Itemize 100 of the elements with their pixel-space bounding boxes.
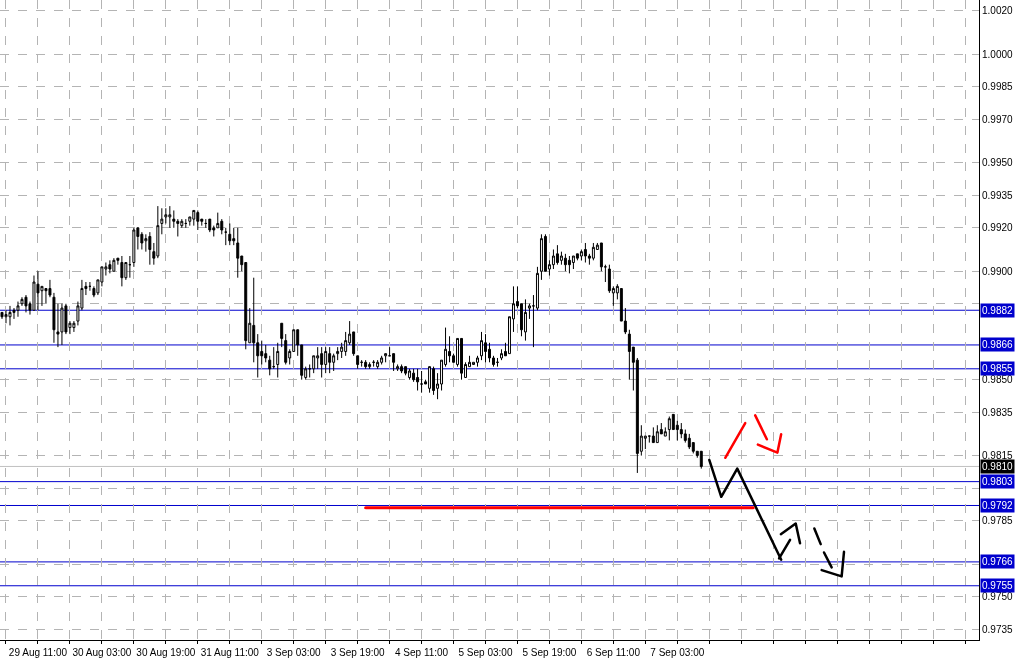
x-tick-label: 30 Aug 19:00	[136, 647, 196, 658]
candlestick	[567, 255, 571, 274]
candlestick	[160, 207, 164, 235]
candlestick	[591, 242, 595, 261]
candlestick	[108, 259, 112, 274]
candlestick	[655, 424, 659, 444]
candlestick	[404, 366, 408, 376]
candlestick	[368, 361, 372, 370]
candlestick	[232, 227, 236, 246]
candlestick	[8, 305, 12, 326]
y-tick-label: 0.9835	[982, 406, 1014, 418]
ref-line-label: 0.9810	[982, 461, 1014, 472]
candlestick	[148, 231, 152, 266]
candlestick	[687, 433, 691, 450]
ref-line-label: 0.9766	[982, 556, 1014, 567]
candlestick	[336, 346, 340, 361]
candlestick	[667, 416, 671, 441]
candlestick	[60, 303, 64, 346]
candlestick	[663, 426, 667, 437]
y-tick-label: 1.0020	[982, 5, 1014, 17]
x-tick-label: 30 Aug 03:00	[72, 647, 132, 658]
y-tick-label: 0.9970	[982, 113, 1014, 125]
y-tick-label: 1.0000	[982, 48, 1014, 60]
x-tick-label: 3 Sep 03:00	[266, 647, 322, 658]
candlestick	[192, 209, 196, 227]
candlestick	[400, 363, 404, 374]
candlestick	[0, 311, 4, 320]
candlestick	[539, 233, 543, 281]
candlestick	[408, 368, 412, 381]
candlestick	[164, 207, 168, 224]
candlestick	[523, 298, 527, 342]
candlestick	[376, 359, 380, 370]
x-tick-label: 7 Sep 03:00	[650, 647, 705, 658]
candlestick	[236, 227, 240, 279]
candlestick	[276, 342, 280, 378]
candlestick	[168, 205, 172, 229]
candlestick	[679, 422, 683, 439]
ref-line-label: 0.9755	[982, 580, 1014, 591]
candlestick	[420, 370, 424, 394]
candlestick	[4, 309, 8, 324]
candlestick	[284, 333, 288, 365]
candlestick	[484, 333, 487, 363]
candlestick	[196, 209, 200, 231]
x-tick-label: 6 Sep 11:00	[586, 647, 641, 658]
y-tick-label: 0.9935	[982, 189, 1014, 201]
ref-line-label: 0.9866	[982, 339, 1014, 350]
candlestick	[120, 255, 124, 287]
candlestick	[583, 242, 587, 264]
candlestick	[364, 359, 368, 370]
candlestick	[432, 366, 436, 396]
candlestick	[531, 294, 535, 348]
candlestick	[268, 355, 272, 376]
y-tick-label: 0.9735	[982, 623, 1014, 635]
candlestick	[24, 294, 28, 313]
candlestick	[416, 368, 420, 392]
ref-line-label: 0.9855	[982, 363, 1014, 374]
ref-line-label: 0.9792	[982, 500, 1014, 511]
candlestick	[324, 346, 328, 374]
candlestick	[112, 257, 116, 272]
candlestick	[356, 355, 360, 370]
candlestick	[380, 355, 384, 365]
candlestick	[280, 322, 284, 348]
x-tick-label: 31 Aug 11:00	[200, 647, 260, 658]
candlestick	[32, 275, 36, 311]
x-tick-label: 5 Sep 19:00	[522, 647, 577, 658]
y-tick-label: 0.9815	[982, 450, 1014, 462]
candlestick	[460, 337, 464, 381]
candlestick	[328, 346, 332, 374]
y-tick-label: 0.9785	[982, 515, 1014, 527]
x-tick-label: 3 Sep 19:00	[330, 647, 386, 658]
y-tick-label: 0.9920	[982, 222, 1014, 234]
x-tick-label: 4 Sep 11:00	[394, 647, 449, 658]
ref-line-label: 0.9803	[982, 476, 1014, 487]
y-tick-label: 0.9750	[982, 591, 1014, 603]
candlestick	[272, 346, 276, 370]
candlestick	[555, 244, 559, 266]
candlestick	[571, 255, 575, 270]
candlestick	[320, 346, 324, 378]
y-tick-label: 0.9900	[982, 265, 1014, 277]
candlestick	[480, 331, 483, 361]
candlestick	[396, 363, 400, 372]
candlestick	[651, 426, 655, 444]
candlestick	[140, 231, 144, 250]
ref-line-label: 0.9882	[982, 305, 1014, 316]
candlestick	[264, 344, 268, 363]
candlestick	[224, 227, 228, 246]
candlestick	[563, 253, 567, 272]
candlestick	[699, 450, 703, 470]
candlestick	[535, 266, 539, 311]
candlestick	[228, 222, 232, 246]
y-tick-label: 0.9985	[982, 81, 1014, 93]
candlestick	[428, 366, 432, 394]
x-tick-label: 29 Aug 11:00	[8, 647, 68, 658]
candlestick	[36, 270, 40, 311]
candlestick	[208, 218, 212, 233]
candlestick	[476, 355, 479, 368]
x-tick-label: 5 Sep 03:00	[458, 647, 513, 658]
y-tick-label: 0.9850	[982, 374, 1014, 386]
candlestick	[16, 301, 20, 318]
candlestick	[384, 353, 388, 363]
